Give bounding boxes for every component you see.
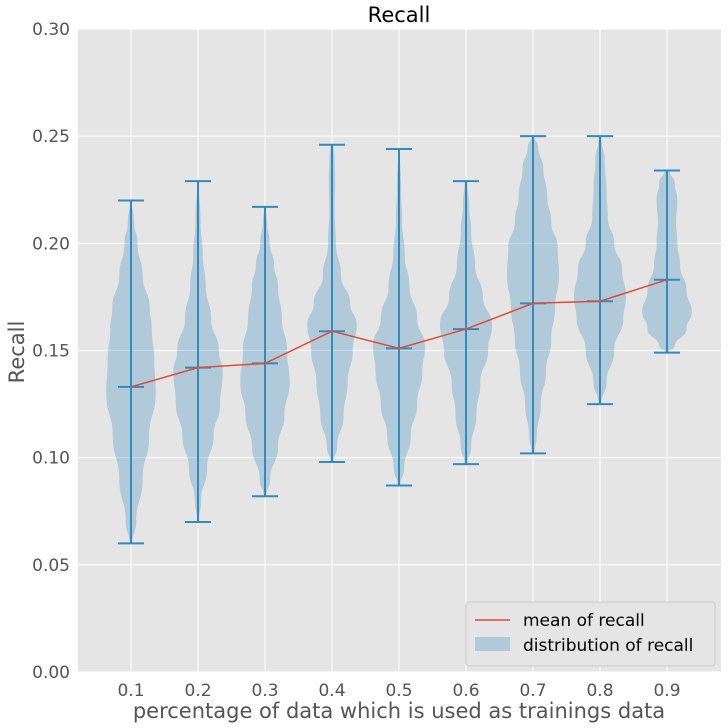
x-tick-label: 0.6 xyxy=(452,681,479,701)
x-axis-label: percentage of data which is used as trai… xyxy=(133,699,665,723)
mean-of-recall-line xyxy=(130,279,668,388)
y-tick-label: 0.10 xyxy=(32,449,70,469)
x-tick-label: 0.3 xyxy=(251,681,278,701)
x-tick-label: 0.7 xyxy=(519,681,546,701)
y-tick-label: 0.25 xyxy=(32,127,70,147)
y-tick-label: 0.00 xyxy=(32,663,70,683)
x-tick-label: 0.9 xyxy=(653,681,680,701)
y-tick-label: 0.30 xyxy=(32,20,70,40)
mean-line-group xyxy=(130,279,668,388)
legend-box xyxy=(465,601,716,667)
y-tick-label: 0.05 xyxy=(32,556,70,576)
x-tick-label: 0.1 xyxy=(117,681,144,701)
legend-label-distribution-of-recall: distribution of recall xyxy=(523,636,693,656)
y-tick-label: 0.15 xyxy=(32,342,70,362)
x-tick-label: 0.4 xyxy=(318,681,345,701)
x-tick-label: 0.2 xyxy=(184,681,211,701)
x-ticks: 0.1 0.2 0.3 0.4 0.5 0.6 0.7 0.8 0.9 xyxy=(117,681,680,701)
y-axis-label: Recall xyxy=(5,321,29,384)
x-tick-label: 0.5 xyxy=(385,681,412,701)
chart-title: Recall xyxy=(368,3,431,27)
legend-swatch-distribution-of-recall xyxy=(475,637,510,651)
x-tick-label: 0.8 xyxy=(586,681,613,701)
y-tick-label: 0.20 xyxy=(32,234,70,254)
legend-label-mean-of-recall: mean of recall xyxy=(523,611,645,631)
y-ticks: 0.00 0.05 0.10 0.15 0.20 0.25 0.30 xyxy=(32,20,70,683)
legend: mean of recall distribution of recall xyxy=(465,601,716,667)
